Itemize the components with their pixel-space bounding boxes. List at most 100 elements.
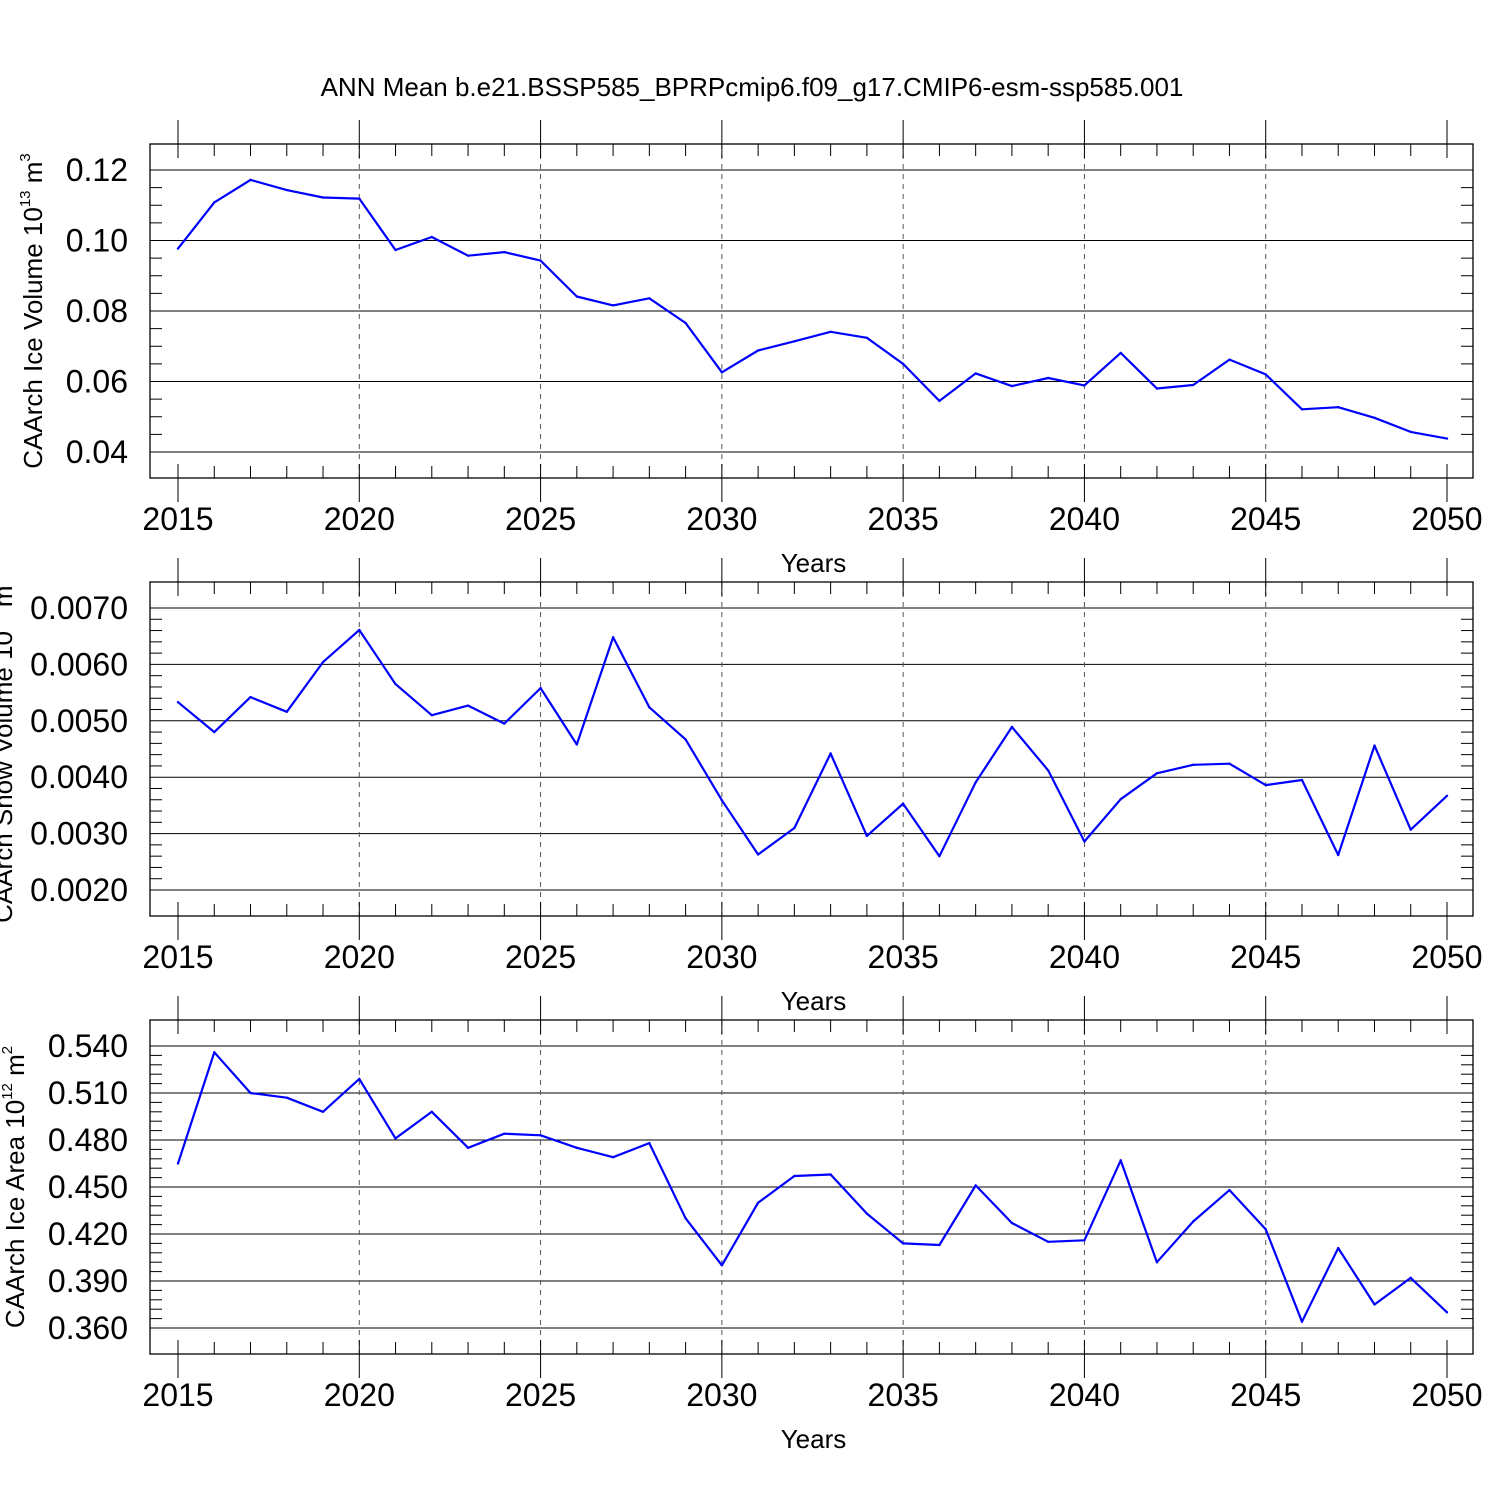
data-point: [1046, 769, 1050, 772]
data-point: [1046, 376, 1050, 380]
data-point: [1228, 1188, 1231, 1192]
data-point: [793, 826, 796, 830]
data-point: [394, 1137, 397, 1140]
y-axis-label: CAArch Snow Volume 1013 m3: [0, 577, 18, 923]
y-tick-label: 0.510: [48, 1075, 128, 1111]
data-point: [611, 1156, 615, 1159]
data-point: [213, 1051, 216, 1054]
data-point: [1445, 1311, 1449, 1314]
data-point: [793, 340, 796, 343]
data-point: [1192, 763, 1195, 766]
x-tick-label: 2015: [142, 501, 213, 537]
data-point: [249, 695, 252, 699]
y-tick-label: 0.06: [66, 364, 128, 400]
data-point: [611, 636, 615, 639]
data-point: [1083, 384, 1086, 387]
x-tick-label: 2015: [142, 1377, 213, 1413]
series-line: [177, 628, 1448, 858]
data-point: [684, 321, 687, 325]
data-point: [1155, 1261, 1159, 1264]
data-point: [176, 247, 180, 250]
data-point: [938, 854, 941, 858]
data-point: [720, 371, 724, 374]
panel-3: 0.360 0.390 0.420 0.450 0.480 0.510 0.540 2015 2…: [0, 996, 1483, 1454]
data-point: [1373, 416, 1376, 420]
x-tick-label: 2050: [1411, 501, 1482, 537]
data-point: [611, 304, 615, 307]
data-point: [1192, 383, 1195, 387]
data-point: [1119, 351, 1122, 355]
data-point: [176, 700, 180, 704]
x-tick-label: 2050: [1411, 939, 1482, 975]
data-point: [865, 834, 869, 838]
series-line: [177, 178, 1448, 440]
data-point: [829, 330, 832, 333]
data-point: [1445, 437, 1449, 440]
data-point: [249, 1091, 252, 1095]
data-point: [1409, 430, 1412, 434]
x-tick-label: 2020: [324, 501, 395, 537]
x-tick-label: 2025: [505, 939, 576, 975]
data-point: [466, 704, 470, 707]
y-tick-label: 0.04: [66, 434, 128, 470]
y-axis-label: CAArch Ice Volume 1013 m3: [17, 153, 48, 469]
data-point: [1228, 358, 1231, 361]
x-tick-label: 2040: [1049, 939, 1120, 975]
data-point: [974, 781, 977, 784]
data-point: [213, 201, 216, 204]
data-point: [974, 1184, 977, 1187]
data-point: [1409, 1276, 1412, 1280]
data-point: [1119, 797, 1122, 801]
x-tick-label: 2045: [1230, 1377, 1301, 1413]
data-point: [1300, 1320, 1304, 1323]
chart-title: ANN Mean b.e21.BSSP585_BPRPcmip6.f09_g17…: [321, 72, 1184, 102]
y-tick-label: 0.0070: [30, 590, 128, 626]
data-point: [756, 1201, 760, 1204]
x-tick-label: 2030: [686, 1377, 757, 1413]
y-tick-label: 0.10: [66, 223, 128, 259]
data-point: [684, 1217, 687, 1220]
data-point: [466, 254, 470, 257]
y-tick-label: 0.0040: [30, 759, 128, 795]
data-point: [901, 362, 905, 366]
x-tick-label: 2030: [686, 501, 757, 537]
x-axis-label: Years: [781, 548, 847, 578]
x-tick-label: 2035: [868, 939, 939, 975]
data-point: [430, 713, 433, 717]
data-point: [1264, 1228, 1267, 1231]
data-point: [901, 802, 905, 805]
data-point: [1337, 1246, 1340, 1250]
data-point: [1373, 1303, 1376, 1306]
data-point: [394, 682, 397, 686]
y-tick-label: 0.360: [48, 1310, 128, 1346]
y-tick-label: 0.0050: [30, 703, 128, 739]
data-point: [1010, 384, 1014, 388]
x-tick-label: 2020: [324, 1377, 395, 1413]
y-tick-label: 0.450: [48, 1169, 128, 1205]
data-point: [466, 1146, 470, 1150]
data-point: [430, 1110, 433, 1114]
data-point: [321, 1110, 325, 1114]
data-point: [1264, 783, 1267, 787]
data-point: [938, 1243, 941, 1247]
data-point: [1155, 387, 1159, 390]
x-tick-label: 2035: [868, 1377, 939, 1413]
data-point: [575, 1146, 579, 1150]
x-tick-label: 2035: [868, 501, 939, 537]
data-point: [684, 738, 687, 741]
data-point: [1300, 408, 1304, 411]
data-point: [1083, 840, 1086, 843]
x-tick-label: 2045: [1230, 939, 1301, 975]
plot-frame: [149, 581, 1474, 917]
data-point: [249, 178, 252, 182]
data-point: [539, 686, 542, 690]
y-tick-label: 0.12: [66, 152, 128, 188]
data-point: [901, 1242, 905, 1245]
y-tick-label: 0.540: [48, 1028, 128, 1064]
x-tick-label: 2020: [324, 939, 395, 975]
data-point: [938, 399, 941, 403]
data-point: [1119, 1159, 1122, 1162]
data-point: [575, 743, 579, 746]
x-tick-label: 2045: [1230, 501, 1301, 537]
